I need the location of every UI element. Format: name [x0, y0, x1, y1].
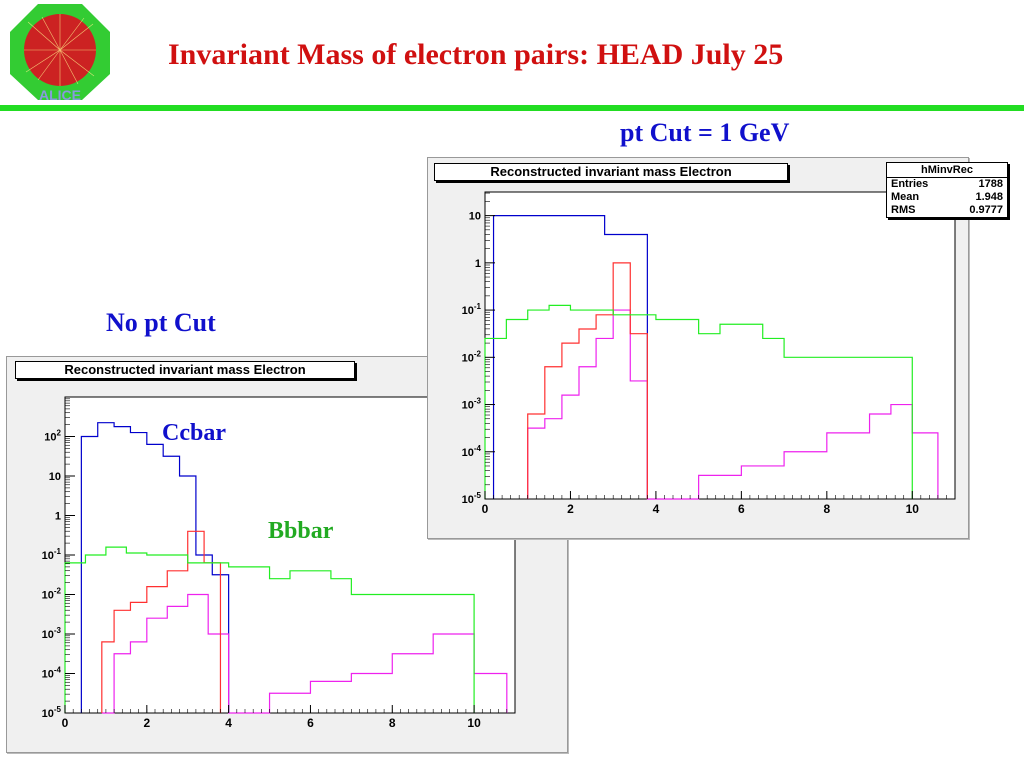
x-tick-label: 6 [738, 502, 745, 516]
pt-cut-label: pt Cut = 1 GeV [620, 118, 790, 147]
stats-value: 0.9777 [969, 204, 1003, 216]
x-tick-label: 2 [143, 716, 150, 730]
x-tick-label: 4 [225, 716, 232, 730]
plot-frame [484, 191, 956, 500]
y-tick-label: 10 [49, 471, 61, 483]
y-tick-label: 10-2 [462, 349, 482, 364]
y-tick-label: 10-4 [462, 444, 482, 459]
series-line [80, 422, 230, 713]
x-tick-label: 0 [482, 502, 489, 516]
y-tick-label: 10-1 [42, 547, 62, 562]
stats-value: 1.948 [975, 191, 1003, 203]
chart-title-pt-cut: Reconstructed invariant mass Electron [434, 163, 788, 181]
stats-label: Entries [891, 178, 929, 190]
y-tick-label: 10-1 [462, 302, 482, 317]
chart-title-no-cut: Reconstructed invariant mass Electron [15, 361, 355, 379]
y-tick-label: 10-5 [462, 491, 482, 506]
series-line [484, 304, 913, 499]
series-line [527, 262, 648, 499]
stats-name: hMinvRec [887, 163, 1007, 178]
slide-title: Invariant Mass of electron pairs: HEAD J… [168, 38, 784, 71]
series-line [101, 593, 508, 714]
y-tick-label: 10-5 [42, 705, 62, 720]
stats-row: Mean 1.948 [887, 191, 1007, 204]
y-tick-label: 10-3 [462, 397, 482, 412]
y-tick-label: 10-4 [42, 666, 62, 681]
bbbar-label: Bbbar [268, 518, 334, 544]
stats-row: RMS 0.9777 [887, 204, 1007, 217]
ccbar-label: Ccbar [162, 420, 226, 446]
stats-value: 1788 [978, 178, 1003, 190]
title-divider [0, 105, 1024, 111]
x-tick-label: 4 [653, 502, 660, 516]
chart-panel-pt-cut: Reconstructed invariant mass Electron 0 2… [427, 157, 1008, 539]
x-tick-label: 2 [567, 502, 574, 516]
y-tick-label: 102 [44, 429, 61, 444]
x-tick-label: 8 [823, 502, 830, 516]
chart-pt-cut: 0 2 4 6 8 10 10-5 10-4 10-3 10-2 10-1 1 10 [462, 191, 956, 516]
y-tick-label: 10-2 [42, 587, 62, 602]
stats-label: Mean [891, 191, 920, 203]
y-tick-label: 10 [469, 211, 481, 223]
y-tick-label: 1 [55, 511, 61, 523]
x-tick-label: 6 [307, 716, 314, 730]
series-line [101, 530, 222, 713]
x-tick-label: 10 [467, 716, 481, 730]
x-tick-label: 8 [389, 716, 396, 730]
x-tick-label: 10 [906, 502, 920, 516]
no-pt-cut-label: No pt Cut [106, 308, 216, 337]
stats-row: Entries 1788 [887, 178, 1007, 191]
series-line [64, 546, 475, 713]
y-tick-label: 10-3 [42, 626, 62, 641]
series-line [492, 215, 648, 499]
y-tick-label: 1 [475, 258, 481, 270]
x-tick-label: 0 [62, 716, 69, 730]
alice-logo-text: ALICE [39, 87, 81, 102]
alice-logo: ALICE [8, 2, 112, 103]
stats-label: RMS [891, 204, 916, 216]
stats-box: hMinvRec Entries 1788 Mean 1.948 RMS 0.9777 [886, 162, 1008, 218]
